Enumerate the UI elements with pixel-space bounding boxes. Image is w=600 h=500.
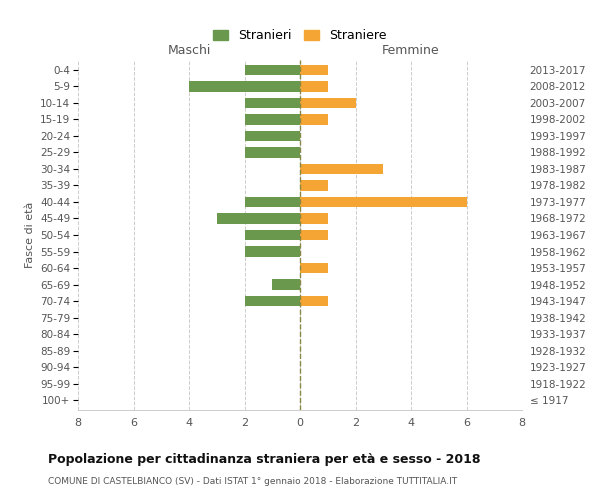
Bar xyxy=(245,230,300,240)
Text: Maschi: Maschi xyxy=(167,44,211,57)
Bar xyxy=(245,196,300,207)
Text: COMUNE DI CASTELBIANCO (SV) - Dati ISTAT 1° gennaio 2018 - Elaborazione TUTTITAL: COMUNE DI CASTELBIANCO (SV) - Dati ISTAT… xyxy=(48,478,457,486)
Bar xyxy=(300,114,328,125)
Bar xyxy=(300,98,355,108)
Bar xyxy=(245,98,300,108)
Text: Femmine: Femmine xyxy=(382,44,440,57)
Bar xyxy=(300,262,328,274)
Bar xyxy=(300,196,467,207)
Bar xyxy=(300,296,328,306)
Bar xyxy=(300,64,328,76)
Bar xyxy=(300,164,383,174)
Legend: Stranieri, Straniere: Stranieri, Straniere xyxy=(208,24,392,47)
Bar xyxy=(189,81,300,92)
Bar xyxy=(245,147,300,158)
Bar xyxy=(245,296,300,306)
Bar xyxy=(300,81,328,92)
Bar xyxy=(245,246,300,257)
Bar xyxy=(300,230,328,240)
Bar xyxy=(300,213,328,224)
Bar xyxy=(272,279,300,290)
Text: Popolazione per cittadinanza straniera per età e sesso - 2018: Popolazione per cittadinanza straniera p… xyxy=(48,452,481,466)
Y-axis label: Fasce di età: Fasce di età xyxy=(25,202,35,268)
Bar xyxy=(245,130,300,141)
Bar xyxy=(245,114,300,125)
Bar xyxy=(245,64,300,76)
Bar xyxy=(300,180,328,191)
Bar xyxy=(217,213,300,224)
